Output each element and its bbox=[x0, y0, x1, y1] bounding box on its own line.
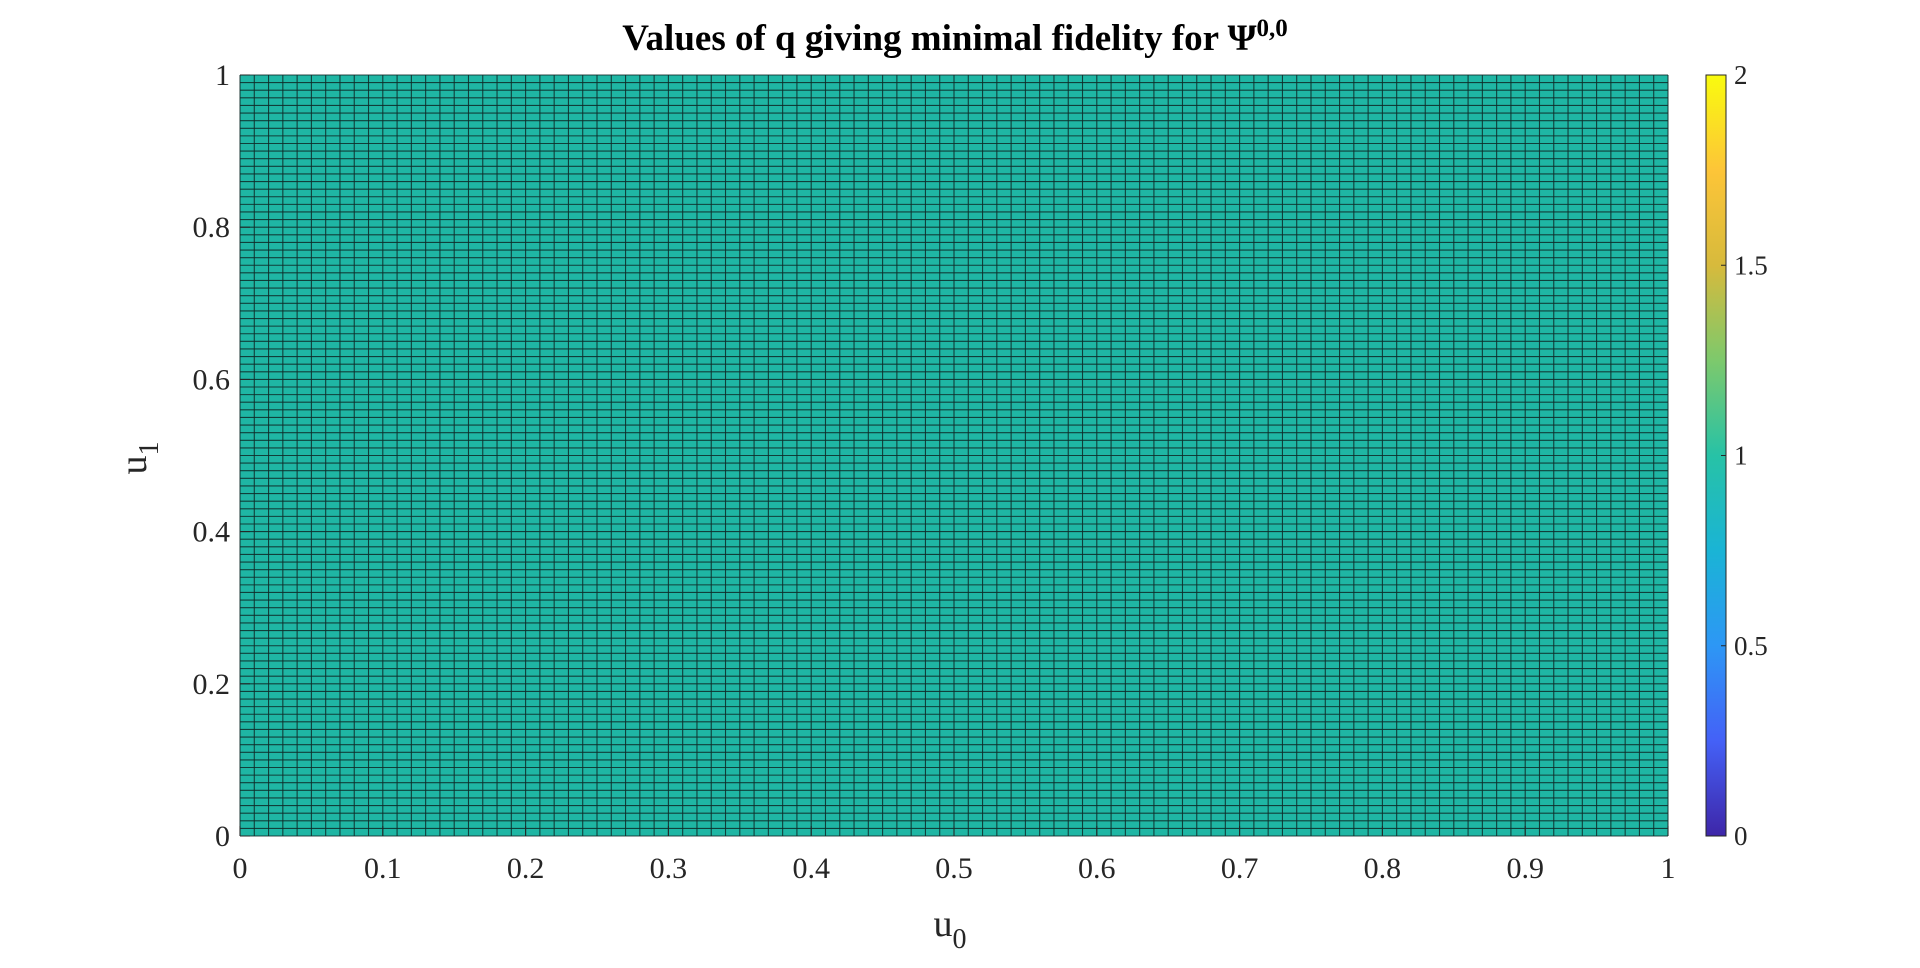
y-tick-label: 0.6 bbox=[193, 363, 231, 396]
colorbar-tick-label: 0 bbox=[1734, 821, 1748, 851]
colorbar-tick-label: 0.5 bbox=[1734, 631, 1768, 661]
chart-title-main: Values of q giving minimal fidelity for … bbox=[622, 18, 1256, 59]
y-tick-label: 0 bbox=[215, 820, 230, 853]
x-axis-label-main: u bbox=[934, 903, 953, 945]
y-tick-label: 0.2 bbox=[193, 668, 231, 701]
chart-title-superscript: 0,0 bbox=[1257, 15, 1288, 42]
colorbar-tick-label: 2 bbox=[1734, 60, 1748, 90]
plot-area bbox=[239, 74, 1669, 837]
colorbar-tick-label: 1.5 bbox=[1734, 250, 1768, 280]
x-tick-label: 0.6 bbox=[1078, 852, 1116, 885]
colorbar-tick-label: 1 bbox=[1734, 441, 1748, 471]
heatmap-grid-horizontal bbox=[240, 74, 1668, 837]
x-tick-label: 0.2 bbox=[507, 852, 545, 885]
x-axis: 0 0.1 0.2 0.3 0.4 0.5 0.6 0.7 0.8 0.9 1 bbox=[233, 826, 1676, 885]
x-tick-label: 0.1 bbox=[364, 852, 402, 885]
y-axis-label-subscript: 1 bbox=[134, 442, 165, 456]
y-tick-label: 0.4 bbox=[193, 516, 231, 549]
x-tick-label: 0.9 bbox=[1506, 852, 1544, 885]
x-tick-label: 0 bbox=[233, 852, 248, 885]
x-tick-label: 0.5 bbox=[935, 852, 973, 885]
x-axis-label: u0 bbox=[934, 903, 967, 955]
y-axis-label-main: u bbox=[113, 456, 155, 475]
x-tick-label: 0.4 bbox=[792, 852, 830, 885]
chart-title: Values of q giving minimal fidelity for … bbox=[622, 15, 1288, 59]
x-tick-label: 0.7 bbox=[1221, 852, 1259, 885]
y-axis: 0 0.2 0.4 0.6 0.8 1 bbox=[193, 59, 250, 853]
colorbar: 0 0.5 1 1.5 2 bbox=[1705, 60, 1768, 851]
x-tick-label: 0.8 bbox=[1364, 852, 1402, 885]
y-tick-label: 1 bbox=[215, 59, 230, 92]
x-tick-label: 0.3 bbox=[650, 852, 688, 885]
y-tick-label: 0.8 bbox=[193, 211, 231, 244]
x-tick-label: 1 bbox=[1661, 852, 1676, 885]
x-axis-label-subscript: 0 bbox=[953, 924, 967, 955]
y-axis-label: u1 bbox=[113, 442, 165, 475]
